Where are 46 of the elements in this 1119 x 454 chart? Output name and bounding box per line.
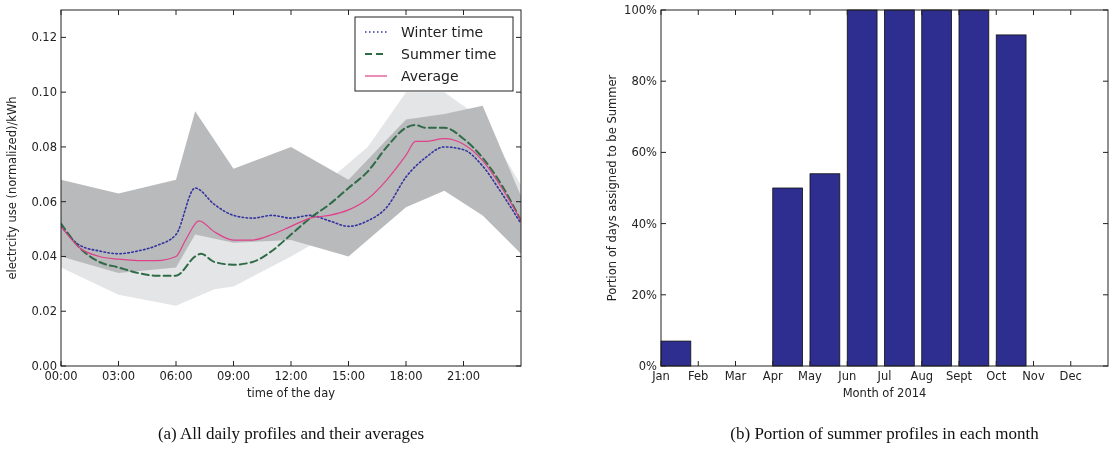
y-tick-label: 60% xyxy=(631,145,658,160)
legend-label: Summer time xyxy=(401,46,497,62)
text: (b) Portion of summer profiles in each month xyxy=(730,424,1040,443)
bar xyxy=(660,340,692,367)
bar xyxy=(884,9,915,367)
x-tick-label: 06:00 xyxy=(159,369,193,383)
x-tick-label: Apr xyxy=(762,369,783,383)
bar xyxy=(809,173,841,367)
y-tick-label: 0.06 xyxy=(31,194,57,209)
x-tick-label: Aug xyxy=(910,369,933,383)
x-tick-label: May xyxy=(798,369,823,383)
x-tick-label: Sept xyxy=(945,369,973,383)
bar xyxy=(958,9,990,367)
y-axis-title: Portion of days assigned to be Summer xyxy=(605,74,619,302)
bar xyxy=(772,187,803,367)
bar xyxy=(995,34,1027,367)
x-tick-label: Jun xyxy=(837,369,857,383)
y-tick-label: 80% xyxy=(631,74,658,89)
y-tick-label: 0.02 xyxy=(31,304,57,319)
x-tick-label: Feb xyxy=(688,369,709,383)
y-axis-title: electrcity use (normalized)/kWh xyxy=(5,96,19,280)
legend-label: Average xyxy=(401,68,459,84)
x-tick-label: Dec xyxy=(1059,369,1082,383)
y-tick-label: 0.12 xyxy=(31,30,57,45)
y-tick-label: 0.10 xyxy=(31,85,57,100)
text: (a) All daily profiles and their averages xyxy=(157,424,425,443)
x-tick-label: Mar xyxy=(724,369,747,383)
x-tick-label: 18:00 xyxy=(389,369,423,383)
x-tick-label: 03:00 xyxy=(101,369,136,383)
x-tick-label: 09:00 xyxy=(216,369,251,383)
x-axis-title: Month of 2014 xyxy=(842,386,927,400)
y-tick-label: 40% xyxy=(631,216,658,231)
x-tick-label: Jul xyxy=(876,369,892,383)
y-tick-label: 20% xyxy=(631,287,658,302)
x-axis-title: time of the day xyxy=(246,386,336,400)
x-tick-label: 15:00 xyxy=(331,369,366,383)
bar xyxy=(846,9,878,367)
bar xyxy=(921,9,952,367)
x-tick-label: 21:00 xyxy=(446,369,481,383)
y-tick-label: 0.04 xyxy=(31,249,57,264)
y-tick-label: 0.08 xyxy=(31,139,57,154)
x-tick-label: Nov xyxy=(1022,369,1045,383)
x-tick-label: Oct xyxy=(986,369,1007,383)
legend-label: Winter time xyxy=(401,24,484,40)
x-tick-label: 12:00 xyxy=(274,369,308,383)
y-tick-label: 100% xyxy=(624,3,658,17)
